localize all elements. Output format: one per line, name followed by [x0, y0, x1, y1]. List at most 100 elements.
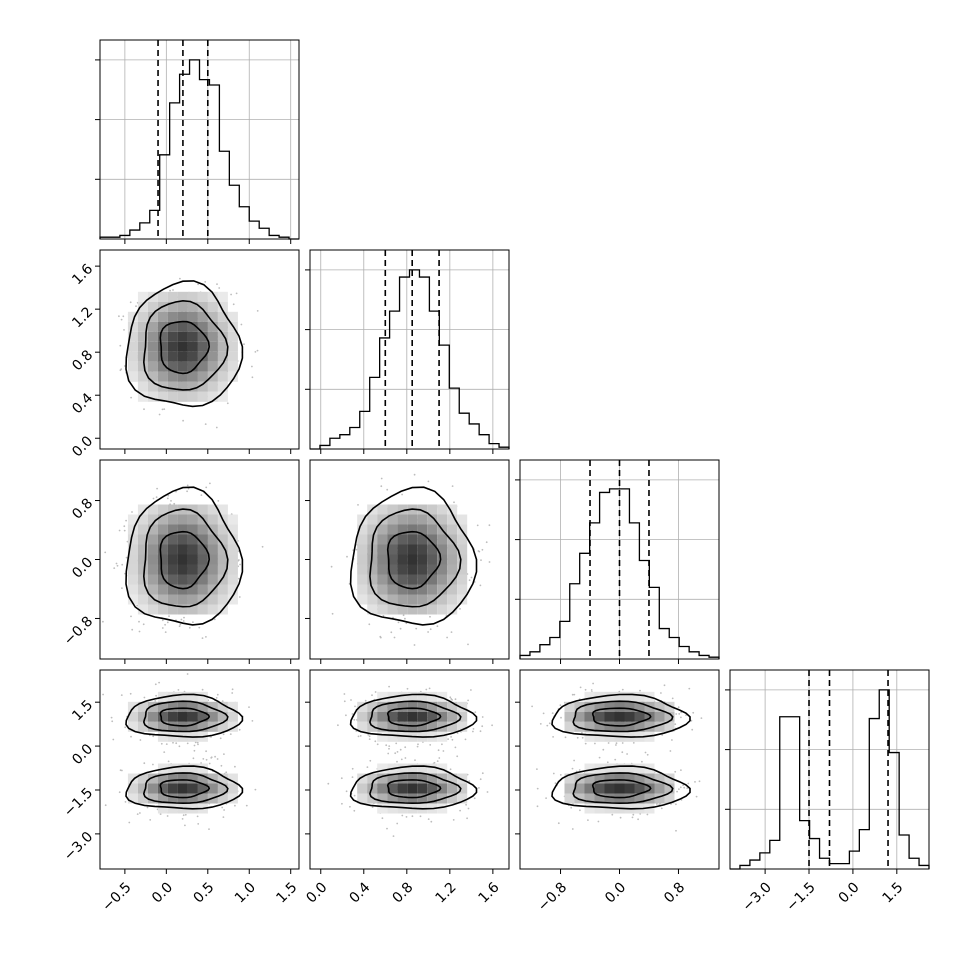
density-cell: [447, 544, 458, 555]
density-cell: [367, 594, 378, 605]
density-cell: [127, 584, 138, 595]
density-cell: [377, 793, 388, 804]
density-cell: [217, 584, 228, 595]
sample-point: [205, 758, 208, 761]
scatter-panel-4-1: [99, 669, 300, 870]
sample-point: [330, 565, 333, 568]
density-cell: [127, 783, 138, 794]
density-cell: [217, 594, 228, 605]
contour-level-3: [159, 707, 211, 727]
density-cell: [127, 711, 138, 722]
density-cell: [377, 803, 388, 814]
density-cell: [227, 574, 238, 585]
density-cell: [177, 574, 188, 585]
sample-point: [128, 821, 131, 824]
sample-point: [175, 490, 177, 493]
density-cell: [584, 731, 595, 742]
sample-point: [351, 776, 354, 778]
density-cell: [447, 711, 458, 722]
density-cell: [167, 534, 178, 545]
sample-point: [674, 723, 677, 726]
scatter-panel-3-2: [309, 459, 510, 660]
sample-point: [536, 787, 539, 790]
sample-point: [138, 620, 140, 623]
density-cell: [574, 721, 585, 732]
density-cell: [377, 711, 388, 722]
sample-point: [111, 720, 114, 723]
sample-point: [169, 450, 171, 452]
sample-point: [152, 735, 155, 738]
sample-point: [598, 756, 601, 759]
sample-point: [386, 827, 388, 830]
density-cell: [187, 711, 198, 722]
sample-point: [447, 738, 449, 740]
density-cell: [197, 311, 208, 322]
sample-point: [368, 623, 371, 626]
density-cell: [377, 763, 388, 774]
contour-level-3: [159, 779, 211, 799]
sample-point: [552, 736, 554, 738]
sample-point: [419, 815, 422, 818]
hist-frame: [309, 249, 510, 450]
density-cell: [447, 594, 458, 605]
density-cell: [177, 564, 188, 575]
sample-point: [205, 750, 208, 753]
density-cell: [147, 701, 158, 712]
density-cell: [397, 711, 408, 722]
sample-point: [451, 738, 454, 741]
density-cell: [167, 803, 178, 814]
density-cell: [447, 783, 458, 794]
sample-point: [438, 757, 441, 759]
density-cell: [177, 534, 188, 545]
density-cell: [127, 371, 138, 382]
sample-point: [453, 501, 455, 504]
sample-point: [121, 769, 123, 772]
sample-point: [478, 787, 480, 789]
sample-point: [192, 757, 195, 760]
density-cell: [604, 783, 615, 794]
density-cell: [167, 793, 178, 804]
density-cell: [157, 574, 168, 585]
sample-point: [123, 525, 126, 528]
density-cell: [177, 604, 188, 615]
sample-point: [172, 289, 174, 291]
density-cell: [227, 721, 238, 732]
density-cell: [187, 763, 198, 774]
sample-point: [204, 423, 207, 425]
sample-point: [204, 281, 207, 283]
density-cell: [227, 554, 238, 565]
density-cell: [427, 783, 438, 794]
density-cell: [654, 721, 665, 732]
density-cell: [227, 594, 238, 605]
density-cell: [127, 554, 138, 565]
density-cell: [417, 544, 428, 555]
contour-level-1: [349, 693, 478, 738]
panel-contents: [531, 682, 703, 832]
sample-point: [178, 625, 181, 628]
density-cell: [197, 341, 208, 352]
density-cell: [207, 291, 218, 302]
density-cell: [564, 793, 575, 804]
density-cell: [644, 803, 655, 814]
density-cell: [377, 524, 388, 535]
sample-point: [125, 519, 127, 522]
density-cell: [167, 381, 178, 392]
density-cell: [197, 701, 208, 712]
sample-point: [413, 473, 416, 476]
density-cell: [177, 331, 188, 342]
density-cell: [427, 574, 438, 585]
sample-point: [491, 724, 493, 727]
sample-point: [197, 743, 199, 746]
density-cell: [447, 701, 458, 712]
sample-point: [223, 809, 226, 811]
density-cell: [427, 711, 438, 722]
sample-point: [121, 563, 124, 566]
density-cell: [207, 701, 218, 712]
density-cell: [447, 524, 458, 535]
density-cell: [177, 311, 188, 322]
density-cell: [447, 534, 458, 545]
density-cell: [137, 321, 148, 332]
sample-point: [143, 762, 146, 765]
sample-point: [184, 813, 187, 816]
sample-point: [456, 732, 459, 734]
